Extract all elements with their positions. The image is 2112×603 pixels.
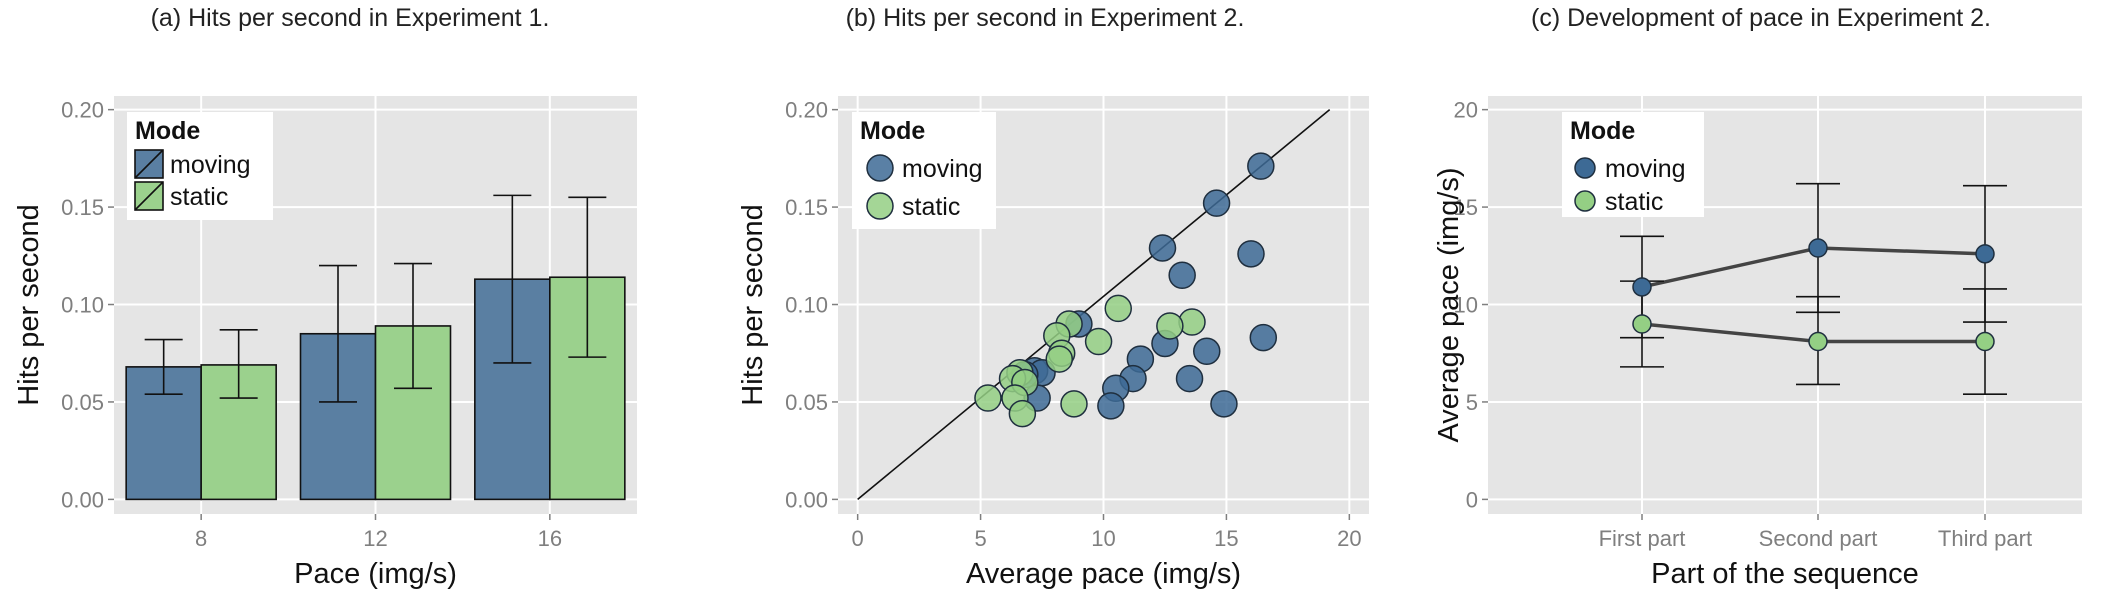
x-axis-label: Part of the sequence (1651, 558, 1919, 590)
x-tick-label: Third part (1938, 526, 2032, 551)
y-axis-label: Hits per second (737, 204, 769, 406)
legend-key-slash (134, 181, 164, 211)
y-tick-label: 0.10 (785, 293, 828, 318)
legend-label: moving (170, 151, 251, 179)
point-moving (1808, 238, 1828, 258)
point-moving (1097, 392, 1125, 420)
x-tick-label: 0 (852, 526, 864, 551)
x-tick-label: Second part (1759, 526, 1878, 551)
x-axis-label: Pace (img/s) (294, 558, 457, 590)
legend-key-moving (1574, 157, 1596, 179)
point-moving (1247, 152, 1275, 180)
point-moving (1175, 364, 1204, 393)
y-tick-label: 15 (1454, 195, 1478, 220)
x-axis-label: Average pace (img/s) (966, 558, 1241, 590)
point-moving (1210, 390, 1238, 418)
legend-label: moving (902, 155, 983, 183)
x-tick-label: 8 (195, 526, 207, 551)
panel-c: (c) Development of pace in Experiment 2.… (1390, 0, 2112, 603)
x-tick-label: 15 (1214, 526, 1238, 551)
scatter-chart-hits-exp2: 0.00 0.05 0.10 0.15 0.20 0 5 10 15 20 Average pace… (737, 96, 1369, 590)
legend-title: Mode (135, 117, 200, 145)
legend-key-moving (866, 154, 894, 182)
x-tick-label: 20 (1337, 526, 1361, 551)
point-moving (1975, 244, 1995, 264)
x-tick-label: 16 (538, 526, 562, 551)
point-static (1008, 399, 1037, 428)
point-moving (1148, 234, 1177, 262)
point-moving (1632, 277, 1652, 297)
legend-title: Mode (860, 117, 925, 145)
point-static (1104, 294, 1132, 323)
point-moving (1202, 189, 1231, 217)
x-tick-label: 5 (974, 526, 986, 551)
y-axis-label: Hits per second (13, 204, 45, 406)
x-tick-label: First part (1599, 526, 1686, 551)
y-tick-label: 0.05 (61, 390, 104, 415)
legend-key-static (1574, 190, 1596, 212)
x-tick-label: 10 (1091, 526, 1115, 551)
point-moving (1193, 337, 1221, 366)
legend-key-slash (134, 149, 164, 179)
point-moving (1249, 323, 1278, 352)
point-static (1975, 331, 1995, 352)
point-static (1084, 327, 1113, 356)
legend-label: moving (1605, 155, 1686, 183)
legend-key-static (866, 192, 894, 220)
line-chart-pace-development: 0 5 10 15 20 First part Second part Third part P… (1433, 96, 2082, 590)
bar-chart-hits-exp1: 0.00 0.05 0.10 0.15 0.20 8 12 16 Pace (img/s) Hit… (13, 96, 637, 590)
y-tick-label: 0.10 (61, 293, 104, 318)
panel-a: (a) Hits per second in Experiment 1. 0.0… (0, 0, 680, 603)
y-tick-label: 10 (1454, 293, 1478, 318)
y-tick-label: 0.15 (61, 195, 104, 220)
y-tick-label: 0 (1466, 487, 1478, 512)
panel-b: (b) Hits per second in Experiment 2. 0.0… (680, 0, 1390, 603)
point-moving (1237, 240, 1265, 268)
y-axis-label: Average pace (img/s) (1433, 167, 1465, 442)
y-tick-label: 0.20 (785, 98, 828, 123)
point-moving (1168, 261, 1196, 290)
legend-title: Mode (1570, 117, 1635, 145)
y-tick-label: 0.00 (785, 487, 828, 512)
point-static (1060, 390, 1088, 418)
legend-label: static (902, 193, 960, 221)
point-static (1632, 314, 1652, 334)
y-tick-label: 0.15 (785, 195, 828, 220)
x-tick-label: 12 (363, 526, 387, 551)
point-static (1808, 331, 1828, 352)
point-static (974, 384, 1002, 412)
chart-title: (a) Hits per second in Experiment 1. (150, 4, 550, 32)
chart-title: (c) Development of pace in Experiment 2. (1531, 4, 1991, 32)
y-tick-label: 0.00 (61, 487, 104, 512)
legend-label: static (170, 183, 228, 211)
y-tick-label: 0.05 (785, 390, 828, 415)
legend-label: static (1605, 188, 1663, 216)
y-tick-label: 0.20 (61, 98, 104, 123)
point-static (1045, 345, 1073, 373)
point-static (1156, 312, 1184, 340)
chart-title: (b) Hits per second in Experiment 2. (845, 4, 1245, 32)
y-tick-label: 20 (1454, 98, 1478, 123)
y-tick-label: 5 (1466, 390, 1478, 415)
